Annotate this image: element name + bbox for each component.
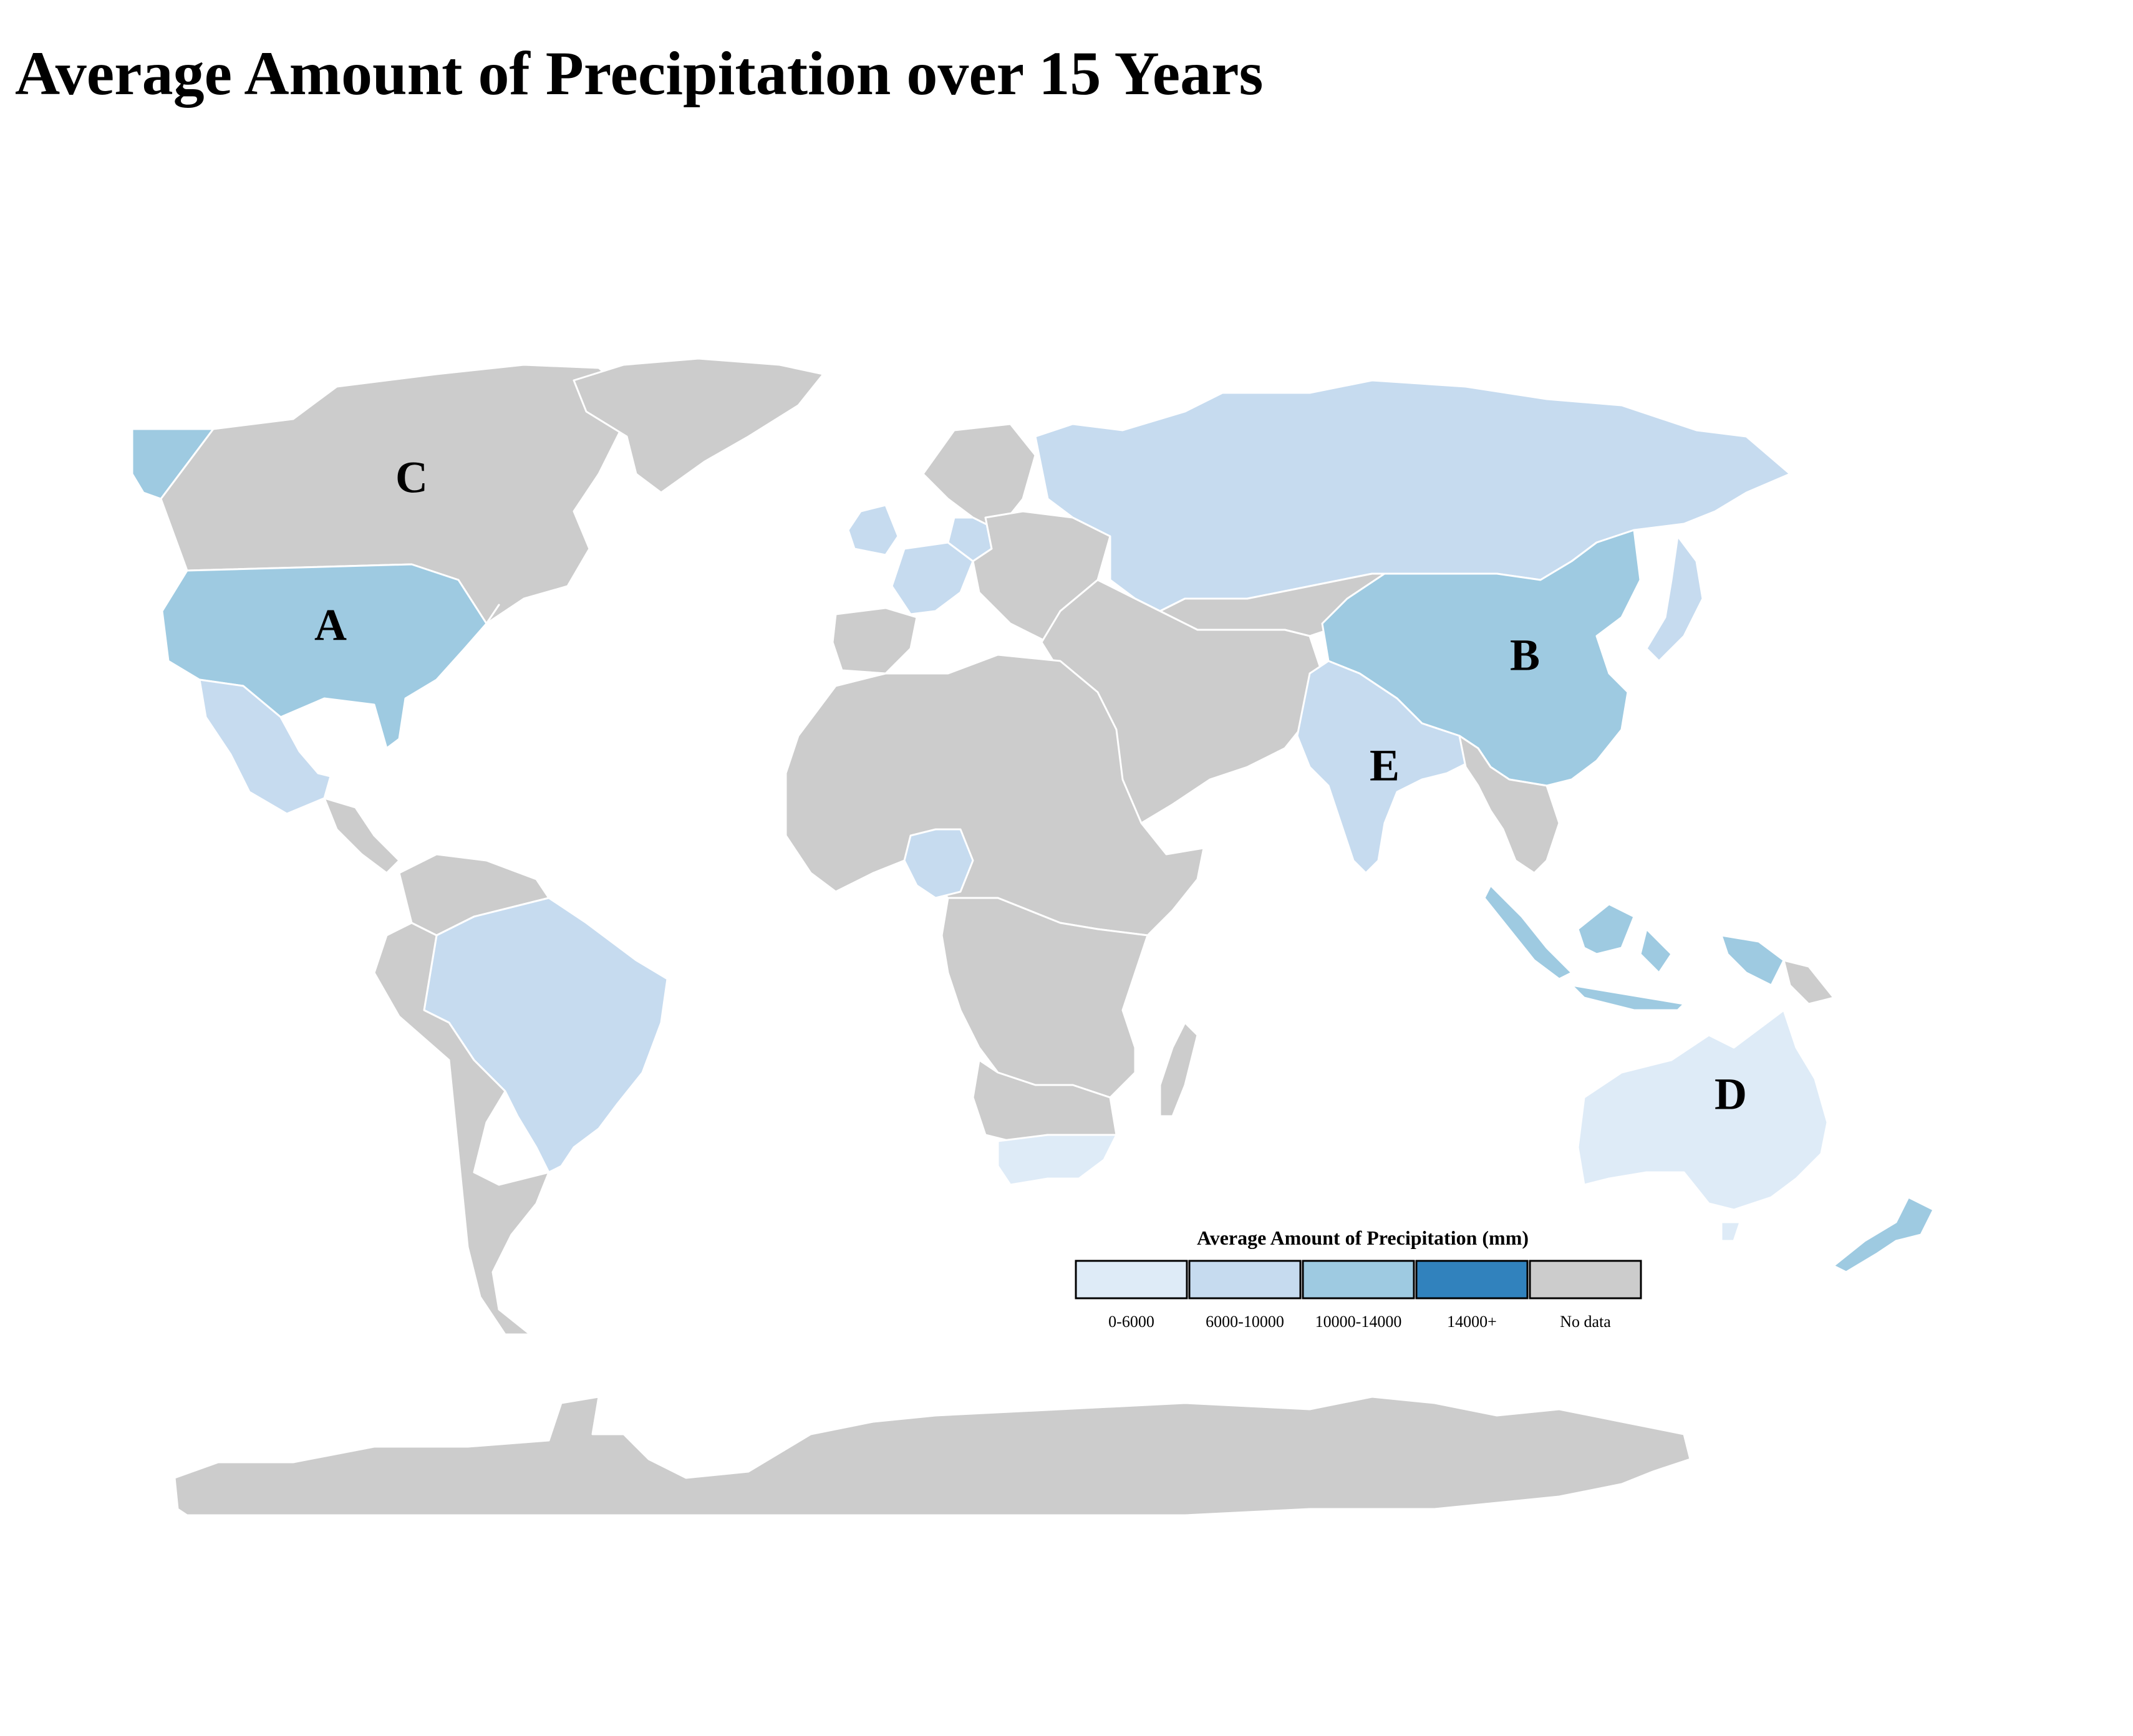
country-madagascar [1159, 1021, 1199, 1117]
country-andean-south-america [373, 922, 550, 1336]
country-alaska [131, 428, 215, 500]
legend-label-1: 6000-10000 [1206, 1313, 1284, 1331]
country-central-and-east-africa [941, 897, 1149, 1099]
country-united-kingdom [847, 504, 899, 556]
country-central-america [323, 797, 400, 874]
country-mexico [198, 678, 332, 815]
country-nigeria [903, 828, 974, 899]
map-label-b: B [1510, 630, 1540, 680]
legend-swatch-3 [1415, 1260, 1529, 1300]
legend-label-4: No data [1560, 1313, 1611, 1331]
country-scandinavia [922, 423, 1037, 531]
country-iberia [831, 607, 918, 675]
legend: Average Amount of Precipitation (mm) 0-6… [1075, 1227, 1642, 1331]
country-north-africa [785, 653, 1205, 937]
country-greenland [573, 357, 825, 494]
country-papua-new-guinea [1782, 959, 1835, 1005]
page-title: Average Amount of Precipitation over 15 … [15, 39, 1264, 108]
legend-swatch-4 [1529, 1260, 1642, 1300]
map-label-d: D [1715, 1069, 1747, 1119]
country-south-africa [997, 1134, 1118, 1186]
legend-label-0: 0-6000 [1108, 1313, 1154, 1331]
legend-items: 0-6000 6000-10000 10000-14000 14000+ No data [1075, 1260, 1642, 1331]
country-antarctica [173, 1396, 1691, 1517]
country-layer [131, 357, 1935, 1517]
legend-swatch-1 [1188, 1260, 1302, 1300]
country-central-europe [972, 510, 1111, 644]
country-india [1296, 660, 1473, 874]
country-southeast-asia [1458, 735, 1560, 874]
map-label-c: C [395, 453, 428, 503]
map-label-a: A [314, 600, 347, 650]
country-malaysia [1577, 903, 1635, 955]
country-indonesia [1483, 884, 1785, 1011]
legend-label-2: 10000-14000 [1315, 1313, 1402, 1331]
legend-label-3: 14000+ [1447, 1313, 1497, 1331]
legend-swatch-0 [1075, 1260, 1188, 1300]
country-japan [1645, 535, 1704, 662]
map-label-layer: A B C D E [314, 453, 1747, 1119]
country-new-zealand [1832, 1196, 1935, 1273]
country-australia [1577, 1009, 1829, 1242]
legend-title: Average Amount of Precipitation (mm) [1197, 1227, 1529, 1249]
map-label-e: E [1370, 741, 1400, 791]
legend-swatch-2 [1302, 1260, 1415, 1300]
